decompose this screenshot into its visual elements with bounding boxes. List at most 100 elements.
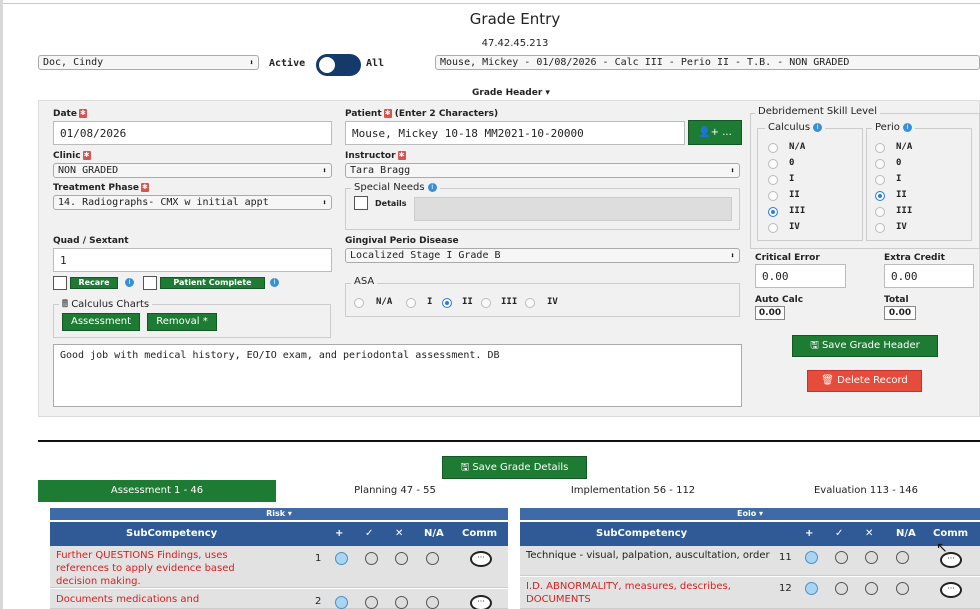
comment-bubble-icon[interactable]: ··· bbox=[940, 552, 962, 568]
record-select-value: Mouse, Mickey - 01/08/2026 - Calc III - … bbox=[440, 57, 850, 68]
perio-radio-na[interactable] bbox=[875, 143, 885, 153]
details-label: Details bbox=[375, 199, 407, 208]
asa-label-iii: III bbox=[501, 297, 518, 307]
perio-level-iii: III bbox=[896, 206, 913, 216]
active-all-toggle[interactable] bbox=[316, 54, 361, 76]
rating-check-radio[interactable] bbox=[835, 582, 848, 595]
tab-evaluation[interactable]: Evaluation 113 - 146 bbox=[813, 485, 919, 496]
asa-radio-i[interactable] bbox=[406, 298, 416, 308]
col-check: ✓ bbox=[835, 528, 844, 539]
chevron-updown-icon: ⬍ bbox=[322, 198, 327, 207]
asa-radio-iv[interactable] bbox=[525, 298, 535, 308]
add-user-icon: 👤+ bbox=[698, 127, 720, 138]
calculus-radio-0[interactable] bbox=[768, 159, 778, 169]
rating-x-radio[interactable] bbox=[865, 582, 878, 595]
asa-radio-na[interactable] bbox=[354, 298, 364, 308]
record-select[interactable]: Mouse, Mickey - 01/08/2026 - Calc III - … bbox=[435, 55, 980, 70]
trash-icon: 🗑 bbox=[821, 375, 834, 386]
col-na: N/A bbox=[896, 528, 916, 539]
student-select[interactable]: Doc, Cindy ⬍ bbox=[38, 55, 259, 70]
rating-plus-radio[interactable] bbox=[335, 552, 348, 565]
save-icon: 🖫 bbox=[810, 340, 819, 351]
comment-bubble-icon[interactable]: ··· bbox=[470, 551, 492, 567]
critical-error-input[interactable]: 0.00 bbox=[755, 264, 846, 288]
rating-x-radio[interactable] bbox=[395, 552, 408, 565]
page-title: Grade Entry bbox=[469, 10, 561, 28]
perio-radio-ii[interactable] bbox=[875, 191, 885, 201]
grade-header-toggle[interactable]: Grade Header ▾ bbox=[472, 88, 550, 98]
rating-x-radio[interactable] bbox=[395, 596, 408, 609]
recare-label: Recare bbox=[70, 277, 118, 289]
tab-implementation[interactable]: Implementation 56 - 112 bbox=[570, 485, 696, 496]
rating-plus-radio[interactable] bbox=[335, 596, 348, 609]
rating-na-radio[interactable] bbox=[426, 596, 439, 609]
calculus-radio-i[interactable] bbox=[768, 175, 778, 185]
asa-label-i: I bbox=[427, 297, 433, 307]
treatment-phase-select[interactable]: 14. Radiographs- CMX w initial appt ⬍ bbox=[53, 195, 332, 210]
tab-assessment[interactable]: Assessment 1 - 46 bbox=[38, 480, 276, 502]
row-num: 12 bbox=[779, 583, 792, 594]
asa-label-iv: IV bbox=[547, 297, 558, 307]
extra-credit-input[interactable]: 0.00 bbox=[884, 264, 974, 288]
calculator-icon: 🖩 bbox=[62, 299, 68, 310]
instructor-select[interactable]: Tara Bragg ⬍ bbox=[345, 163, 740, 178]
rating-check-radio[interactable] bbox=[365, 552, 378, 565]
treatment-phase-label: Treatment Phase ✱ bbox=[53, 183, 149, 193]
risk-group-header[interactable]: Risk ▾ bbox=[50, 508, 508, 520]
patient-input[interactable]: Mouse, Mickey 10-18 MM2021-10-20000 bbox=[345, 121, 685, 145]
rating-check-radio[interactable] bbox=[365, 596, 378, 609]
recare-checkbox[interactable] bbox=[53, 276, 67, 290]
info-icon: i bbox=[813, 122, 823, 132]
save-grade-details-button[interactable]: 🖫 Save Grade Details bbox=[442, 456, 587, 479]
info-icon[interactable]: i bbox=[125, 278, 134, 287]
save-grade-header-button[interactable]: 🖫 Save Grade Header bbox=[792, 335, 938, 357]
calculus-radio-iii[interactable] bbox=[768, 207, 778, 217]
patient-complete-checkbox[interactable] bbox=[143, 276, 157, 290]
section-divider bbox=[38, 440, 980, 442]
asa-radio-ii[interactable] bbox=[442, 298, 452, 308]
extra-credit-label: Extra Credit bbox=[884, 253, 945, 263]
delete-record-button[interactable]: 🗑 Delete Record bbox=[807, 370, 922, 392]
required-icon: ✱ bbox=[82, 151, 91, 160]
rating-x-radio[interactable] bbox=[865, 551, 878, 564]
asa-radio-iii[interactable] bbox=[481, 298, 491, 308]
row-text: Technique - visual, palpation, auscultat… bbox=[526, 550, 770, 561]
save-icon: 🖫 bbox=[460, 462, 470, 473]
comment-textarea[interactable]: Good job with medical history, EO/IO exa… bbox=[53, 344, 742, 407]
date-input[interactable]: 01/08/2026 bbox=[53, 121, 332, 145]
clinic-select[interactable]: NON GRADED ⬍ bbox=[53, 163, 332, 178]
info-icon[interactable]: i bbox=[270, 278, 279, 287]
perio-radio-iv[interactable] bbox=[875, 223, 885, 233]
perio-radio-0[interactable] bbox=[875, 159, 885, 169]
quad-input[interactable]: 1 bbox=[53, 248, 332, 272]
rating-na-radio[interactable] bbox=[896, 582, 909, 595]
col-subcompetency: SubCompetency bbox=[126, 528, 218, 539]
comment-bubble-icon[interactable]: ··· bbox=[940, 582, 962, 598]
perio-radio-iii[interactable] bbox=[875, 207, 885, 217]
calculus-legend: Calculus i bbox=[765, 122, 826, 133]
eoio-group-header[interactable]: Eoio ▾ bbox=[520, 508, 980, 520]
assessment-button[interactable]: Assessment bbox=[62, 313, 140, 331]
perio-radio-i[interactable] bbox=[875, 175, 885, 185]
special-needs-details-input[interactable] bbox=[414, 197, 732, 221]
table-row: I.D. ABNORMALITY, measures, describes, D… bbox=[520, 577, 980, 609]
asa-label-ii: II bbox=[462, 297, 473, 307]
calculus-radio-ii[interactable] bbox=[768, 191, 778, 201]
removal-button[interactable]: Removal * bbox=[147, 313, 217, 331]
calculus-level-na: N/A bbox=[789, 142, 806, 152]
calculus-radio-iv[interactable] bbox=[768, 223, 778, 233]
date-label: Date ✱ bbox=[53, 109, 87, 119]
rating-check-radio[interactable] bbox=[835, 551, 848, 564]
rating-na-radio[interactable] bbox=[896, 551, 909, 564]
tab-planning[interactable]: Planning 47 - 55 bbox=[354, 485, 436, 496]
comment-bubble-icon[interactable]: ··· bbox=[470, 595, 492, 609]
add-patient-button[interactable]: 👤+ ... bbox=[688, 120, 742, 145]
required-icon: ✱ bbox=[383, 109, 392, 118]
gingival-select[interactable]: Localized Stage I Grade B ⬍ bbox=[345, 248, 740, 263]
rating-na-radio[interactable] bbox=[426, 552, 439, 565]
window-left-border bbox=[0, 0, 3, 609]
special-needs-checkbox[interactable] bbox=[354, 196, 368, 210]
rating-plus-radio[interactable] bbox=[805, 551, 818, 564]
rating-plus-radio[interactable] bbox=[805, 582, 818, 595]
calculus-radio-na[interactable] bbox=[768, 143, 778, 153]
